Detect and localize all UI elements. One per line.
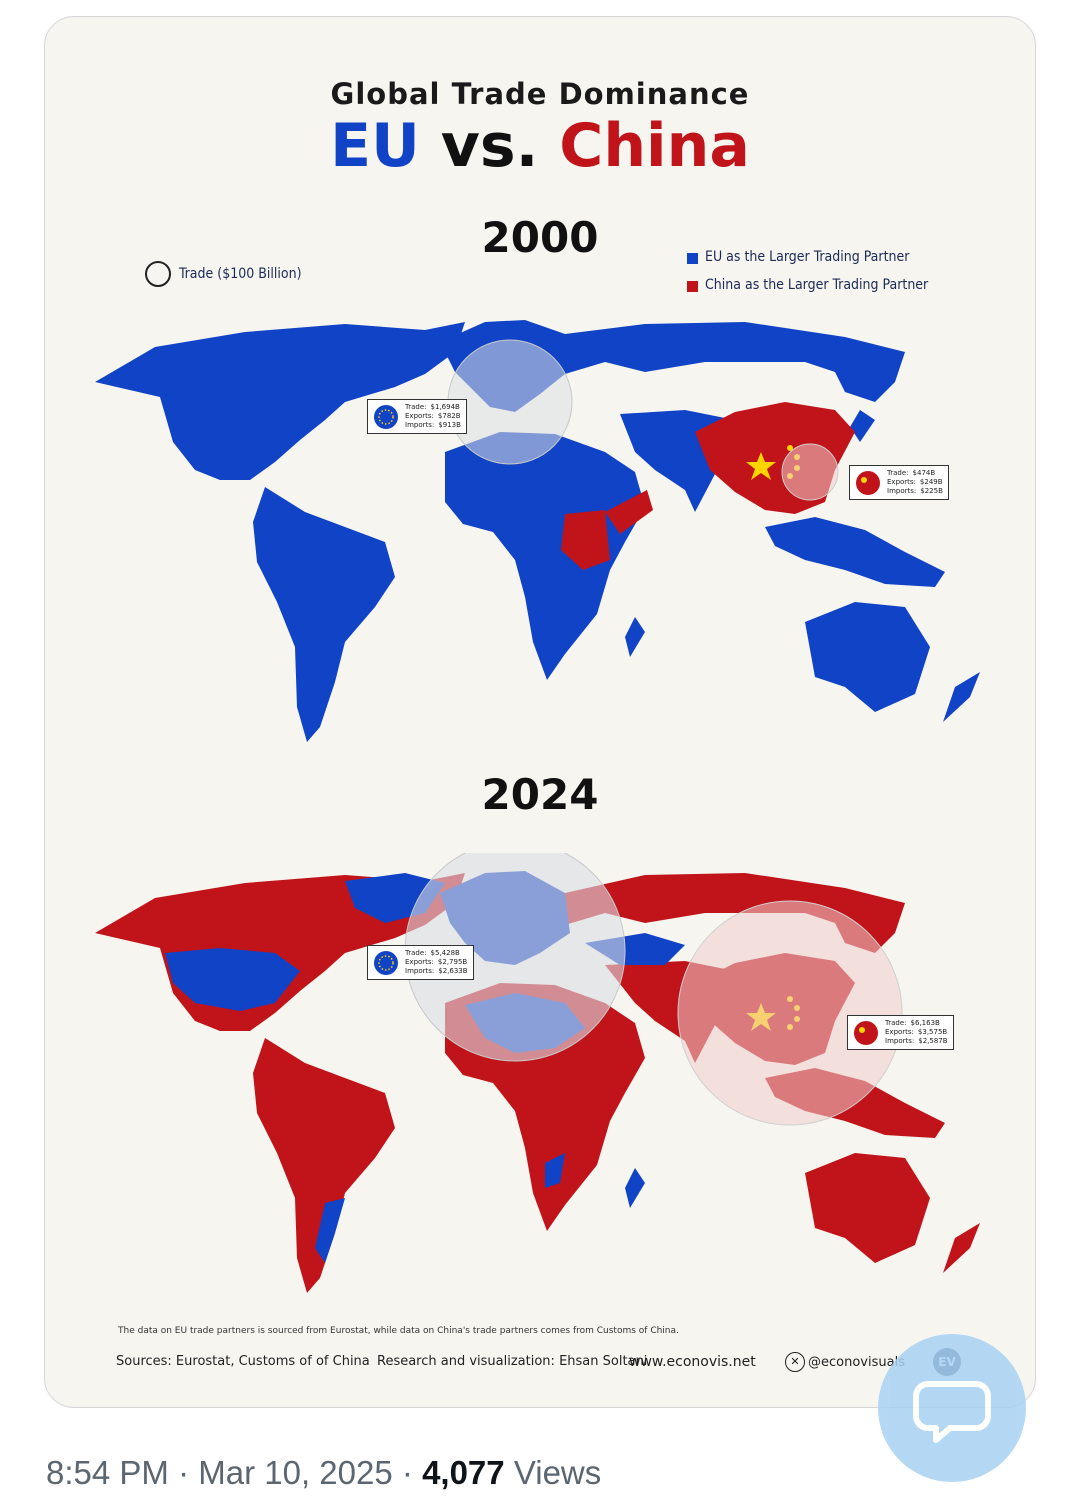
x-logo-icon: ✕ [785,1352,805,1372]
eu-callout-2000: Trade: $1,694B Exports: $782B Imports: $913… [367,399,467,434]
exports-label: Exports: [885,1028,914,1036]
china-trade-2000: $474B [912,469,936,477]
world-map-2024 [95,853,980,1293]
x-handle[interactable]: ✕ @econovisuals [785,1352,905,1372]
year-2024-title: 2024 [481,770,599,819]
eu-imports-2000: $913B [438,421,461,429]
infographic-kicker: Global Trade Dominance [330,77,750,111]
eu-trade-2000: $1,694B [430,403,460,411]
china-swatch [687,281,698,292]
headline-eu: EU [330,111,420,181]
year-2000-title: 2000 [481,213,599,262]
trade-label: Trade: [405,949,427,957]
x-handle-text: @econovisuals [808,1354,905,1370]
eu-swatch [687,253,698,264]
exports-label: Exports: [405,412,434,420]
reply-fab-button[interactable] [878,1334,1026,1482]
tweet-meta: 8:54 PM · Mar 10, 2025 · 4,077 Views [46,1454,601,1492]
world-map-2000 [95,320,980,742]
eu-callout-2024: Trade: $5,428B Exports: $2,795B Imports: $2… [367,945,474,980]
china-trade-bubble-2024 [677,900,903,1126]
tweet-separator: · [178,1454,190,1491]
china-imports-2024: $2,587B [918,1037,948,1045]
eu-legend-label: EU as the Larger Trading Partner [705,249,910,265]
headline-china: China [559,111,750,181]
china-exports-2024: $3,575B [917,1028,948,1036]
bubble-legend-label: Trade ($100 Billion) [179,266,302,282]
exports-label: Exports: [405,958,434,966]
credit: Research and visualization: Ehsan Soltan… [377,1354,648,1369]
imports-label: Imports: [405,421,435,429]
tweet-separator-2: · [401,1454,413,1491]
tweet-time[interactable]: 8:54 PM [46,1454,169,1491]
website-link[interactable]: www.econovis.net [629,1354,756,1370]
reply-bubble-icon [913,1381,991,1443]
china-flag-icon [856,470,880,495]
eu-flag-icon [374,404,398,429]
trade-label: Trade: [887,469,909,477]
bubble-legend-circle-icon [145,261,171,287]
infographic-card: Global Trade Dominance EU vs. China Trad… [44,16,1036,1408]
sources: Sources: Eurostat, Customs of of China [116,1354,370,1369]
eu-exports-2000: $782B [437,412,461,420]
china-flag-icon [854,1020,878,1045]
trade-label: Trade: [885,1019,907,1027]
china-legend-label: China as the Larger Trading Partner [705,277,929,293]
tweet-views-label[interactable]: Views [513,1454,602,1491]
world-2000-eu [95,320,980,742]
trade-label: Trade: [405,403,427,411]
tweet-views-count: 4,077 [422,1454,505,1491]
imports-label: Imports: [405,967,435,975]
imports-label: Imports: [885,1037,915,1045]
eu-flag-icon [374,950,398,975]
imports-label: Imports: [887,487,917,495]
china-callout-2000: Trade: $474B Exports: $249B Imports: $225B [849,465,949,500]
source-note: The data on EU trade partners is sourced… [118,1326,679,1336]
china-imports-2000: $225B [920,487,943,495]
bubble-legend: Trade ($100 Billion) [145,261,301,287]
eu-exports-2024: $2,795B [437,958,468,966]
headline-vs: vs. [440,111,539,181]
china-trade-bubble-2000 [781,443,839,501]
eu-trade-2024: $5,428B [430,949,460,957]
tweet-date[interactable]: Mar 10, 2025 [198,1454,393,1491]
eu-imports-2024: $2,633B [438,967,468,975]
china-trade-2024: $6,163B [910,1019,940,1027]
infographic-headline: EU vs. China [45,111,1035,181]
china-exports-2000: $249B [919,478,943,486]
china-callout-2024: Trade: $6,163B Exports: $3,575B Imports: $2… [847,1015,954,1050]
exports-label: Exports: [887,478,916,486]
